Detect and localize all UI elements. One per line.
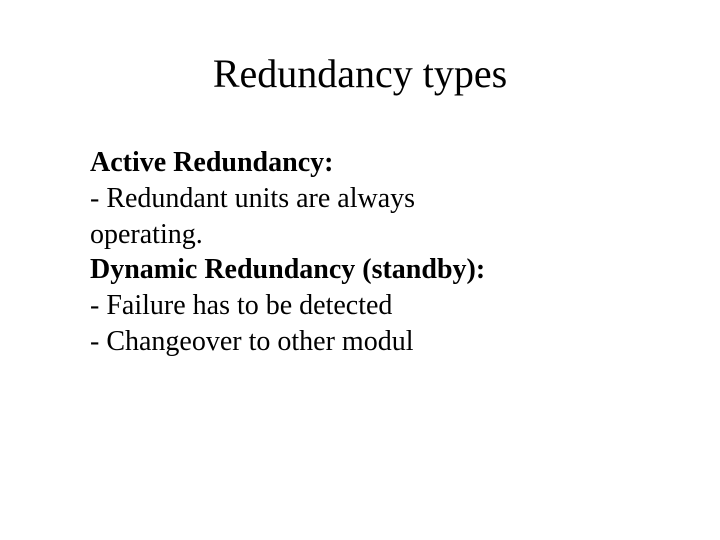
content-line: operating. xyxy=(90,217,630,253)
content-line: Active Redundancy: xyxy=(90,145,630,181)
content-line: - Failure has to be detected xyxy=(90,288,630,324)
content-line: - Redundant units are always xyxy=(90,181,630,217)
slide-title: Redundancy types xyxy=(90,50,630,97)
slide-container: Redundancy types Active Redundancy: - Re… xyxy=(0,0,720,540)
content-line: Dynamic Redundancy (standby): xyxy=(90,252,630,288)
content-line: - Changeover to other modul xyxy=(90,324,630,360)
slide-content: Active Redundancy: - Redundant units are… xyxy=(90,145,630,360)
